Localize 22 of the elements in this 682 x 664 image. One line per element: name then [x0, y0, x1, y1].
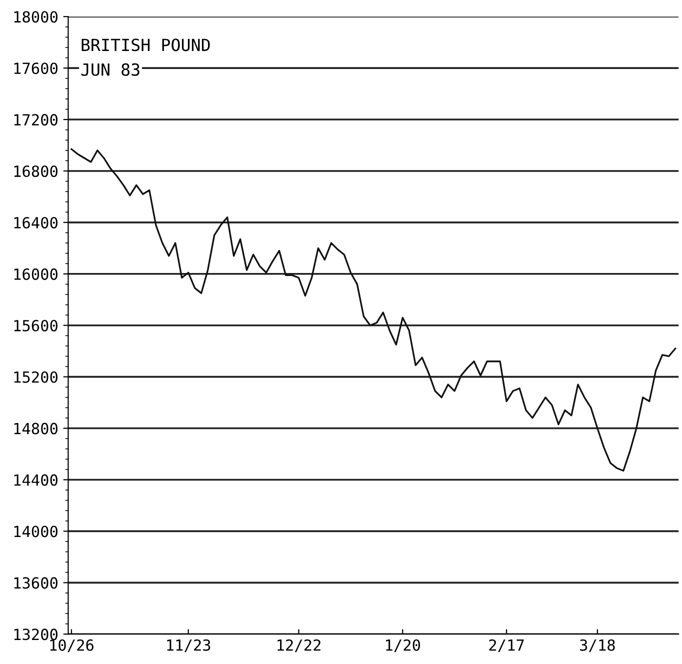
y-tick-label: 16000	[14, 268, 58, 280]
line-series	[70, 148, 676, 472]
text: BRITISH POUND	[82, 38, 210, 52]
y-tick-label: 17600	[14, 62, 58, 74]
y-tick-label: 14000	[14, 526, 58, 538]
y-tick-label: 16800	[14, 165, 58, 178]
y-tick-label: 17200	[14, 114, 58, 126]
x-tick-label: 10/26	[50, 639, 94, 652]
y-tick-label: 14800	[14, 422, 58, 434]
y-tick-label: 14400	[14, 474, 58, 486]
y-tick-label: 15600	[14, 320, 58, 332]
y-tick-label: 16400	[14, 216, 58, 228]
y-tick-label: 15200	[14, 371, 58, 383]
y-tick-label: 13600	[14, 577, 58, 589]
x-tick-label: 3/18	[580, 639, 615, 652]
x-tick-label: 11/23	[167, 639, 210, 652]
x-tick-label: 1/20	[386, 639, 420, 652]
x-tick-label: 2/17	[489, 639, 524, 652]
y-tick-label: 13200	[14, 628, 58, 640]
text: JUN 83	[81, 63, 140, 76]
y-tick-label: 18000	[14, 11, 58, 23]
x-tick-label: 12/22	[278, 639, 320, 652]
